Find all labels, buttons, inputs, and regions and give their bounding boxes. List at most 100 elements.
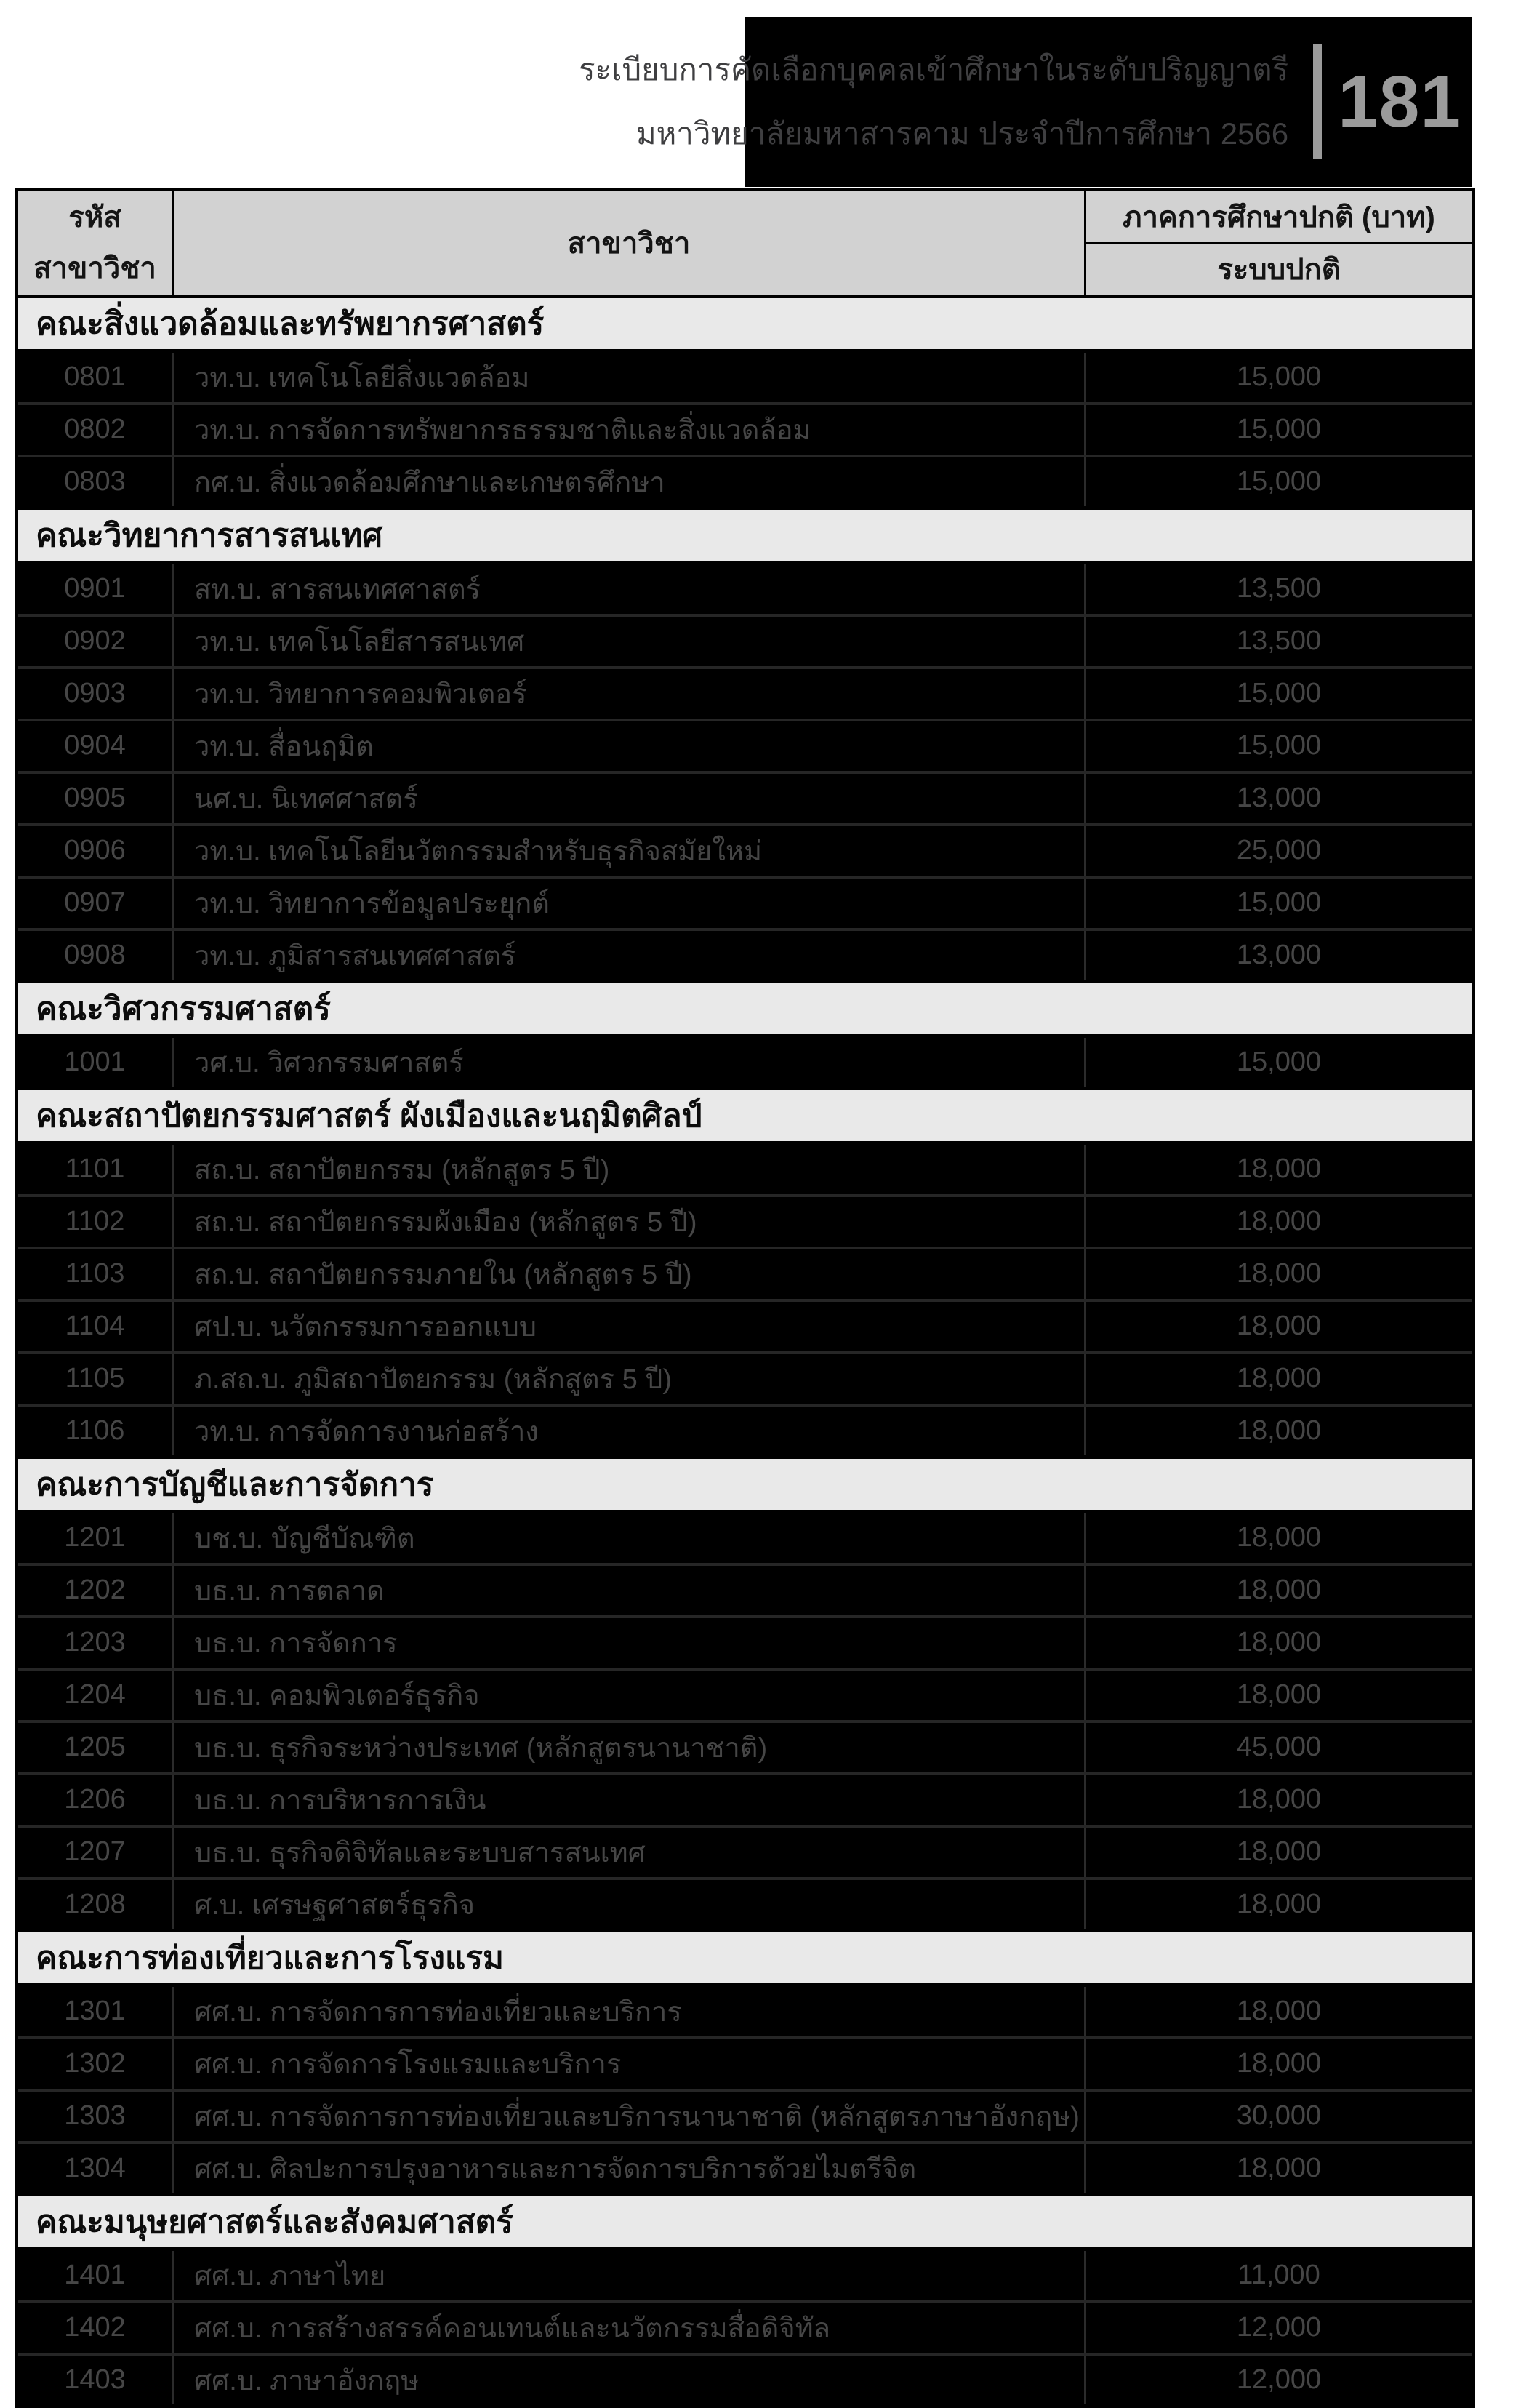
column-header-fee-system: ระบบปกติ — [1084, 241, 1474, 297]
program-name: ศศ.บ. การจัดการการท่องเที่ยวและบริการนาน… — [172, 2089, 1085, 2144]
program-fee: 12,000 — [1084, 2301, 1474, 2356]
program-code: 1403 — [16, 2353, 173, 2408]
program-row: 1205 บธ.บ. ธุรกิจระหว่างประเทศ (หลักสูตรน… — [16, 1721, 1474, 1775]
program-fee: 15,000 — [1084, 351, 1474, 405]
program-name: บธ.บ. การบริหารการเงิน — [172, 1773, 1085, 1828]
faculty-name: คณะมนุษยศาสตร์และสังคมศาสตร์ — [16, 2193, 1474, 2251]
program-code: 0905 — [16, 772, 173, 826]
program-name: ศศ.บ. การสร้างสรรค์คอนเทนต์และนวัตกรรมสื… — [172, 2301, 1085, 2356]
faculty-section-row: คณะวิทยาการสารสนเทศ — [16, 506, 1474, 564]
program-name: กศ.บ. สิ่งแวดล้อมศึกษาและเกษตรศึกษา — [172, 455, 1085, 510]
program-name: บธ.บ. ธุรกิจระหว่างประเทศ (หลักสูตรนานาช… — [172, 1721, 1085, 1775]
program-code: 1203 — [16, 1616, 173, 1671]
program-fee: 18,000 — [1084, 1616, 1474, 1671]
program-code: 0803 — [16, 455, 173, 510]
program-code: 1303 — [16, 2089, 173, 2144]
program-row: 1402 ศศ.บ. การสร้างสรรค์คอนเทนต์และนวัตกร… — [16, 2301, 1474, 2356]
program-fee: 18,000 — [1084, 1878, 1474, 1932]
column-header-code-line2: สาขาวิชา — [33, 252, 156, 284]
program-row: 1104 ศป.บ. นวัตกรรมการออกแบบ 18,000 — [16, 1300, 1474, 1354]
program-row: 0907 วท.บ. วิทยาการข้อมูลประยุกต์ 15,000 — [16, 876, 1474, 931]
program-fee: 18,000 — [1084, 1825, 1474, 1880]
program-fee: 25,000 — [1084, 824, 1474, 879]
program-fee: 18,000 — [1084, 1511, 1474, 1566]
program-name: วท.บ. สื่อนฤมิต — [172, 719, 1085, 774]
program-fee: 11,000 — [1084, 2249, 1474, 2303]
faculty-section-row: คณะสิ่งแวดล้อมและทรัพยากรศาสตร์ — [16, 295, 1474, 353]
column-header-code-line1: รหัส — [68, 201, 121, 233]
program-name: บธ.บ. ธุรกิจดิจิทัลและระบบสารสนเทศ — [172, 1825, 1085, 1880]
page-header-banner: ระเบียบการคัดเลือกบุคคลเข้าศึกษาในระดับป… — [579, 17, 1472, 187]
program-row: 1106 วท.บ. การจัดการงานก่อสร้าง 18,000 — [16, 1404, 1474, 1459]
faculty-section-row: คณะสถาปัตยกรรมศาสตร์ ผังเมืองและนฤมิตศิล… — [16, 1087, 1474, 1145]
program-fee: 18,000 — [1084, 2037, 1474, 2092]
faculty-section-row: คณะมนุษยศาสตร์และสังคมศาสตร์ — [16, 2193, 1474, 2251]
program-fee: 18,000 — [1084, 2142, 1474, 2196]
program-row: 1102 สถ.บ. สถาปัตยกรรมผังเมือง (หลักสูตร … — [16, 1195, 1474, 1249]
program-row: 1103 สถ.บ. สถาปัตยกรรมภายใน (หลักสูตร 5 ป… — [16, 1247, 1474, 1302]
page-number-divider-bar — [1313, 44, 1323, 159]
program-fee: 15,000 — [1084, 403, 1474, 457]
table-header-row-2: ระบบปกติ — [17, 241, 1474, 297]
program-fee: 45,000 — [1084, 1721, 1474, 1775]
program-row: 1403 ศศ.บ. ภาษาอังกฤษ 12,000 — [16, 2353, 1474, 2408]
program-row: 0905 นศ.บ. นิเทศศาสตร์ 13,000 — [16, 772, 1474, 826]
program-name: ศศ.บ. การจัดการการท่องเที่ยวและบริการ — [172, 1985, 1085, 2039]
program-fee: 13,500 — [1084, 615, 1474, 669]
faculty-name: คณะการบัญชีและการจัดการ — [16, 1455, 1474, 1513]
program-code: 0802 — [16, 403, 173, 457]
program-code: 0901 — [16, 562, 173, 617]
program-fee: 18,000 — [1084, 1195, 1474, 1249]
program-name: วท.บ. วิทยาการคอมพิวเตอร์ — [172, 667, 1085, 721]
program-fee: 18,000 — [1084, 1247, 1474, 1302]
program-code: 0908 — [16, 929, 173, 983]
program-code: 0906 — [16, 824, 173, 879]
program-name: สถ.บ. สถาปัตยกรรมภายใน (หลักสูตร 5 ปี) — [172, 1247, 1085, 1302]
program-fee: 30,000 — [1084, 2089, 1474, 2144]
faculty-name: คณะสิ่งแวดล้อมและทรัพยากรศาสตร์ — [16, 295, 1474, 353]
faculty-section-row: คณะการท่องเที่ยวและการโรงแรม — [16, 1929, 1474, 1987]
program-fee: 18,000 — [1084, 1352, 1474, 1407]
program-row: 1001 วศ.บ. วิศวกรรมศาสตร์ 15,000 — [16, 1036, 1474, 1090]
faculty-section-row: คณะวิศวกรรมศาสตร์ — [16, 980, 1474, 1038]
program-code: 0801 — [16, 351, 173, 405]
program-fee: 18,000 — [1084, 1668, 1474, 1723]
program-code: 1106 — [16, 1404, 173, 1459]
program-code: 1301 — [16, 1985, 173, 2039]
program-fee: 13,000 — [1084, 929, 1474, 983]
program-name: วท.บ. วิทยาการข้อมูลประยุกต์ — [172, 876, 1085, 931]
tuition-fee-table: รหัส สาขาวิชา สาขาวิชา ภาคการศึกษาปกติ (… — [15, 188, 1475, 2408]
program-code: 1304 — [16, 2142, 173, 2196]
program-name: สถ.บ. สถาปัตยกรรม (หลักสูตร 5 ปี) — [172, 1143, 1085, 1197]
program-fee: 15,000 — [1084, 876, 1474, 931]
program-row: 0901 สท.บ. สารสนเทศศาสตร์ 13,500 — [16, 562, 1474, 617]
program-code: 1204 — [16, 1668, 173, 1723]
program-code: 1206 — [16, 1773, 173, 1828]
program-code: 1102 — [16, 1195, 173, 1249]
program-row: 1201 บช.บ. บัญชีบัณฑิต 18,000 — [16, 1511, 1474, 1566]
program-fee: 13,500 — [1084, 562, 1474, 617]
column-header-code: รหัส สาขาวิชา — [15, 188, 174, 297]
page-number: 181 — [1338, 61, 1461, 143]
program-fee: 18,000 — [1084, 1300, 1474, 1354]
program-name: วท.บ. การจัดการงานก่อสร้าง — [172, 1404, 1085, 1459]
program-name: วท.บ. เทคโนโลยีนวัตกรรมสำหรับธุรกิจสมัยใ… — [172, 824, 1085, 879]
program-name: ภ.สถ.บ. ภูมิสถาปัตยกรรม (หลักสูตร 5 ปี) — [172, 1352, 1085, 1407]
program-name: ศศ.บ. การจัดการโรงแรมและบริการ — [172, 2037, 1085, 2092]
faculty-name: คณะวิศวกรรมศาสตร์ — [16, 980, 1474, 1038]
program-code: 1401 — [16, 2249, 173, 2303]
column-header-fee: ภาคการศึกษาปกติ (บาท) — [1084, 188, 1474, 244]
program-code: 1103 — [16, 1247, 173, 1302]
faculty-name: คณะวิทยาการสารสนเทศ — [16, 506, 1474, 564]
program-name: สท.บ. สารสนเทศศาสตร์ — [172, 562, 1085, 617]
program-name: ศ.บ. เศรษฐศาสตร์ธุรกิจ — [172, 1878, 1085, 1932]
program-name: บธ.บ. การตลาด — [172, 1564, 1085, 1618]
program-row: 1401 ศศ.บ. ภาษาไทย 11,000 — [16, 2249, 1474, 2303]
program-row: 1304 ศศ.บ. ศิลปะการปรุงอาหารและการจัดการบ… — [16, 2142, 1474, 2196]
program-name: วท.บ. ภูมิสารสนเทศศาสตร์ — [172, 929, 1085, 983]
program-code: 1202 — [16, 1564, 173, 1618]
program-fee: 18,000 — [1084, 1404, 1474, 1459]
program-name: ศศ.บ. ภาษาอังกฤษ — [172, 2353, 1085, 2408]
program-code: 1001 — [16, 1036, 173, 1090]
program-fee: 15,000 — [1084, 667, 1474, 721]
